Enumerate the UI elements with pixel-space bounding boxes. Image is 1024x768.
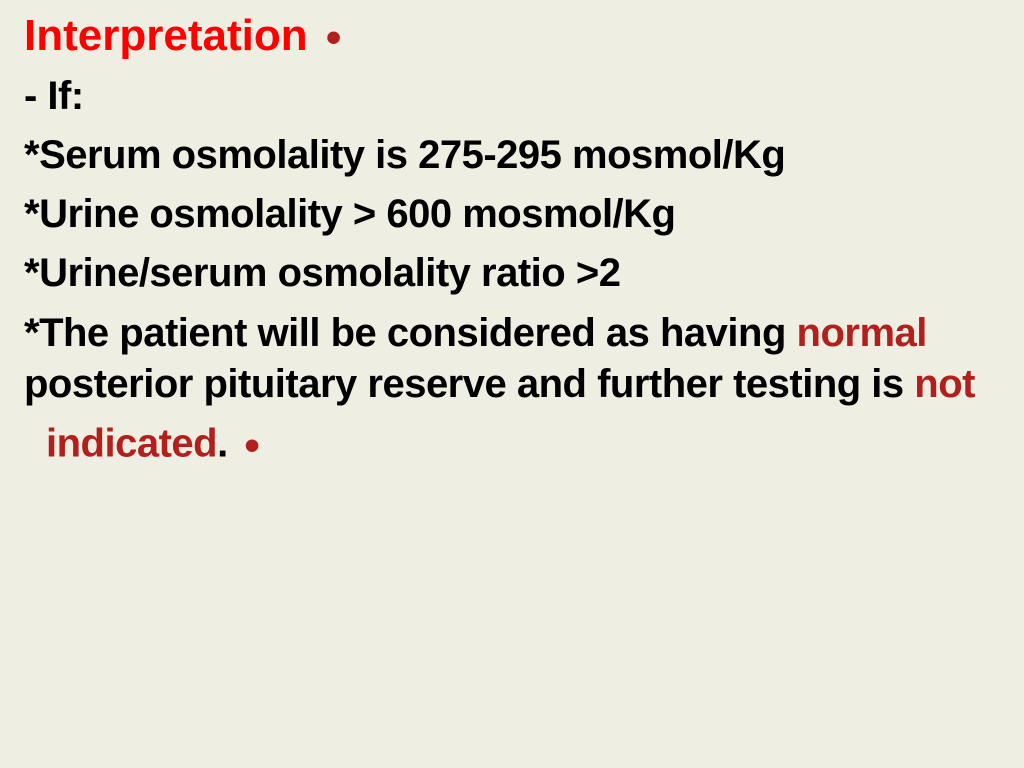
conclusion-not: not: [914, 362, 975, 406]
heading-text: Interpretation: [24, 11, 308, 60]
line-ratio: *Urine/serum osmolality ratio >2: [24, 248, 1000, 299]
heading-bullet-icon: •: [326, 13, 341, 62]
line-if: - If:: [24, 71, 1000, 122]
line-serum: *Serum osmolality is 275-295 mosmol/Kg: [24, 130, 1000, 181]
conclusion-part2: posterior pituitary reserve and further …: [24, 362, 914, 406]
indicated-word: indicated: [46, 422, 217, 466]
line-conclusion: *The patient will be considered as havin…: [24, 308, 1000, 410]
slide-heading: Interpretation •: [24, 10, 1000, 65]
line-indicated: indicated. •: [46, 418, 1000, 474]
trailing-bullet-icon: •: [244, 421, 259, 470]
conclusion-part1: *The patient will be considered as havin…: [24, 311, 797, 355]
indicated-period: .: [217, 422, 228, 466]
conclusion-normal: normal: [797, 311, 927, 355]
line-urine: *Urine osmolality > 600 mosmol/Kg: [24, 189, 1000, 240]
